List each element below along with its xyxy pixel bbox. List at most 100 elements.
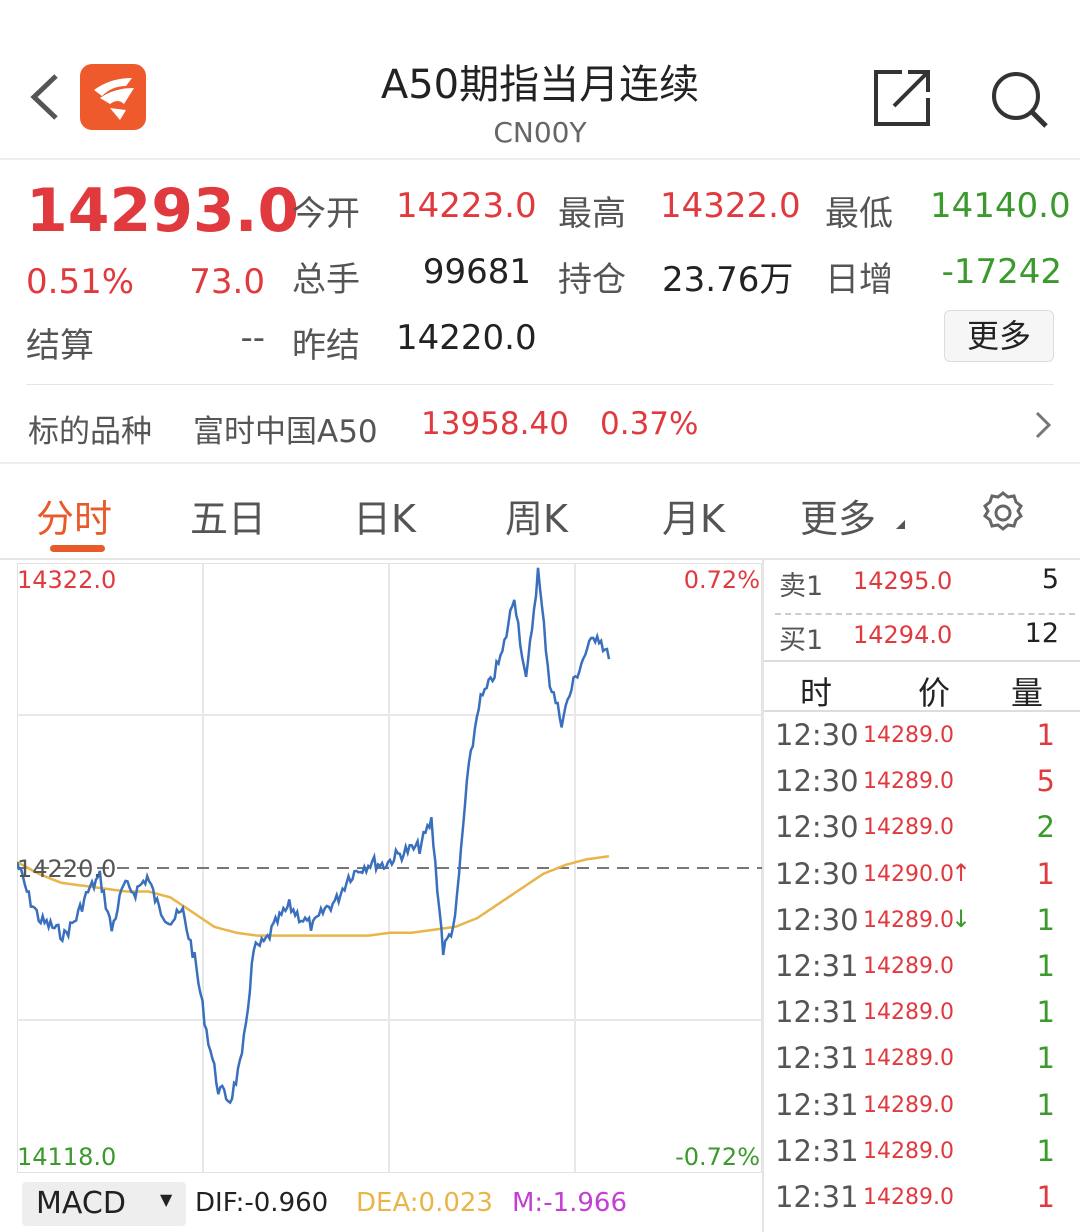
bid-label: 买1 <box>779 625 824 656</box>
last-price: 14293.0 <box>26 176 300 246</box>
tick-row: 12:31 14289.0 1 <box>775 1041 1065 1087</box>
dropdown-icon <box>896 520 905 529</box>
contract-code: CN00Y <box>493 116 587 149</box>
tick-time: 12:31 <box>775 1180 859 1214</box>
tick-volume: 1 <box>1036 1133 1055 1168</box>
tick-price: 14289.0 <box>863 769 954 795</box>
tick-price: 14289.0 <box>863 954 954 979</box>
tick-time: 12:31 <box>775 949 859 983</box>
tick-volume: 1 <box>1036 902 1055 937</box>
indicator-select[interactable]: MACD ▼ <box>22 1182 186 1226</box>
header: A50期指当月连续 CN00Y <box>0 0 1080 160</box>
page-title: A50期指当月连续 <box>380 62 700 108</box>
underlying-row[interactable]: 标的品种 富时中国A50 13958.40 0.37% <box>0 386 1080 462</box>
tab-five-day[interactable]: 五日 <box>190 497 267 541</box>
tick-volume: 5 <box>1036 764 1055 799</box>
divider <box>763 710 1080 712</box>
daily-inc-value: -17242 <box>941 252 1062 292</box>
tick-price: 14289.0 <box>863 815 954 841</box>
macd-m: M:-1.966 <box>512 1188 628 1218</box>
tick-time: 12:31 <box>775 1041 859 1076</box>
share-icon[interactable] <box>872 68 932 128</box>
tick-price: 14289.0 <box>863 1185 954 1210</box>
open-value: 14223.0 <box>396 186 537 226</box>
tick-price: 14289.0 <box>863 1138 954 1164</box>
macd-dea: DEA:0.023 <box>356 1188 493 1218</box>
tick-price: 14289.0 <box>863 907 954 933</box>
tick-volume: 1 <box>1036 1180 1055 1214</box>
col-price: 价 <box>918 674 951 712</box>
tab-monthly-k[interactable]: 月K <box>662 497 725 541</box>
tick-volume: 1 <box>1036 1041 1055 1076</box>
tick-volume: 2 <box>1036 810 1055 845</box>
more-button[interactable]: 更多 <box>944 310 1054 362</box>
divider <box>26 384 1054 385</box>
low-label: 最低 <box>825 194 893 234</box>
settle-label: 结算 <box>26 326 94 366</box>
oi-label: 持仓 <box>558 260 626 300</box>
y-ref-label: 14220.0 <box>17 855 117 883</box>
tick-volume: 1 <box>1036 856 1055 891</box>
intraday-chart[interactable] <box>17 563 762 1173</box>
tick-price: 14289.0 <box>863 1046 954 1072</box>
tab-more[interactable]: 更多 <box>800 497 877 541</box>
tick-time: 12:31 <box>775 1133 859 1168</box>
tick-volume: 1 <box>1036 1087 1055 1122</box>
high-label: 最高 <box>558 194 626 234</box>
underlying-name: 富时中国A50 <box>193 414 378 450</box>
volume-value: 99681 <box>422 252 531 292</box>
tick-row: 12:30 14289.0 ↓ 1 <box>775 903 1065 949</box>
search-icon[interactable] <box>990 70 1050 130</box>
bid-price: 14294.0 <box>853 621 953 649</box>
tick-row: 12:30 14290.0 ↑ 1 <box>775 857 1065 903</box>
macd-dif: DIF:-0.960 <box>195 1188 329 1218</box>
tick-direction-icon: ↑ <box>951 858 972 887</box>
tick-row: 12:30 14289.0 5 <box>775 764 1065 810</box>
tick-volume: 1 <box>1036 995 1055 1030</box>
tab-weekly-k[interactable]: 周K <box>505 497 568 541</box>
divider <box>762 560 764 1232</box>
col-volume: 量 <box>1011 674 1044 712</box>
tick-price: 14289.0 <box>863 723 954 748</box>
pct-max-label: 0.72% <box>683 566 760 594</box>
tick-row: 12:31 14289.0 1 <box>775 1134 1065 1180</box>
gear-icon[interactable] <box>980 490 1026 536</box>
daily-inc-label: 日增 <box>825 260 893 300</box>
ask-row: 卖1 14295.0 5 <box>775 564 1065 610</box>
price-line <box>17 567 611 1105</box>
chevron-right-icon <box>1035 411 1052 439</box>
tab-intraday[interactable]: 分时 <box>36 497 113 541</box>
tick-row: 12:30 14289.0 2 <box>775 810 1065 856</box>
average-price-line <box>17 854 610 937</box>
ask-label: 卖1 <box>779 571 824 602</box>
tick-time: 12:30 <box>775 856 859 891</box>
tick-time: 12:30 <box>775 902 859 937</box>
tick-volume: 1 <box>1036 949 1055 983</box>
tab-daily-k[interactable]: 日K <box>353 497 416 541</box>
underlying-change: 0.37% <box>600 406 699 442</box>
tick-row: 12:31 14289.0 1 <box>775 995 1065 1041</box>
y-min-label: 14118.0 <box>17 1143 117 1171</box>
change-value: 73.0 <box>189 262 265 302</box>
volume-label: 总手 <box>292 260 360 300</box>
tick-row: 12:30 14289.0 1 <box>775 718 1065 764</box>
tick-time: 12:30 <box>775 764 859 799</box>
divider <box>0 558 1080 560</box>
tick-row: 12:31 14289.0 1 <box>775 949 1065 995</box>
chevron-left-icon[interactable] <box>28 72 64 122</box>
col-time: 时 <box>800 674 833 712</box>
tick-row: 12:31 14289.0 1 <box>775 1180 1065 1226</box>
underlying-label: 标的品种 <box>28 414 152 450</box>
tick-time: 12:31 <box>775 995 859 1030</box>
settle-value: -- <box>240 318 265 358</box>
app-logo <box>80 64 146 130</box>
indicator-name: MACD <box>36 1186 126 1221</box>
ticks-header: 时 价 量 <box>775 668 1065 714</box>
open-label: 今开 <box>292 194 360 234</box>
tick-price: 14289.0 <box>863 1000 954 1026</box>
tick-time: 12:30 <box>775 810 859 845</box>
prev-settle-label: 昨结 <box>292 326 360 366</box>
pct-min-label: -0.72% <box>675 1143 760 1171</box>
tick-time: 12:30 <box>775 718 859 752</box>
tick-price: 14290.0 <box>863 861 954 887</box>
